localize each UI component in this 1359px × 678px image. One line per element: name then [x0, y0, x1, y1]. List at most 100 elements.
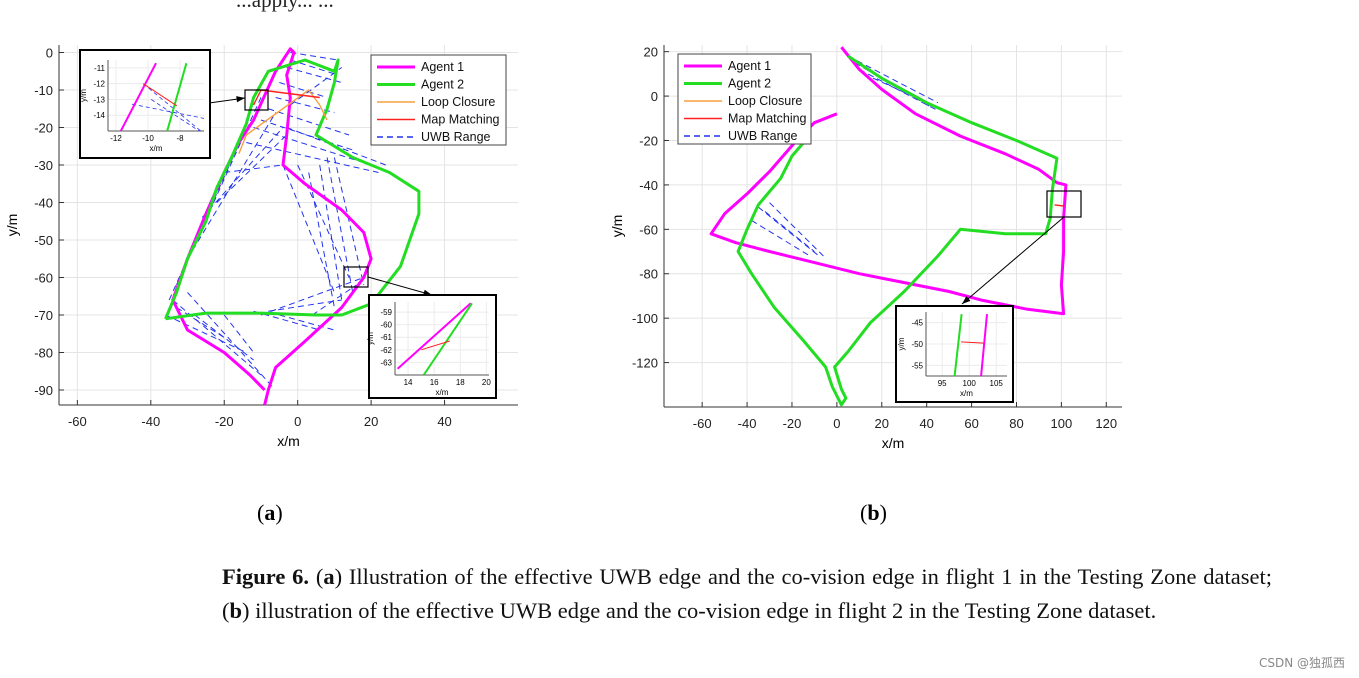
series-agent-2	[164, 58, 421, 321]
inset-x-tick-label: 95	[938, 379, 947, 388]
legend-label: Loop Closure	[728, 94, 802, 108]
inset-series-map-matching	[420, 340, 450, 351]
series-loop-closure	[238, 89, 328, 155]
uwb-range-segment	[268, 108, 350, 136]
inset-x-tick-label: 14	[404, 378, 413, 387]
inset-y-tick-label: -63	[380, 358, 392, 367]
inset-x-tick-label: 20	[482, 378, 491, 387]
y-tick-label: -50	[34, 233, 53, 248]
inset-plot-area	[395, 302, 489, 375]
y-tick-label: -10	[34, 83, 53, 98]
subfigure-label-a: (a)	[257, 500, 283, 525]
zoom-arrow	[961, 216, 1065, 305]
inset-y-label: y/m	[79, 89, 88, 102]
zoom-arrow-head	[236, 96, 245, 103]
inset-x-tick-label: 18	[456, 378, 465, 387]
legend: Agent 1 Agent 2 Loop Closure Map Matching UW…	[370, 54, 507, 146]
zoom-arrow	[367, 276, 433, 296]
y-tick-label: -90	[34, 383, 53, 398]
figure-caption: Figure 6. (a) Illustration of the effect…	[222, 560, 1272, 628]
x-tick-label: -20	[215, 414, 234, 429]
inset-y-tick-label: -62	[380, 346, 392, 355]
y-tick-label: -30	[34, 158, 53, 173]
inset-plot-area	[108, 60, 204, 131]
clipped-top-text: ...apply... ...	[236, 0, 334, 12]
y-tick-label: 20	[644, 45, 658, 60]
inset-series-agent-2	[422, 302, 473, 375]
uwb-range-segment	[260, 277, 364, 316]
inset-series-agent-2	[166, 62, 188, 131]
uwb-range-segment	[201, 127, 284, 218]
inset-x-tick-label: 16	[430, 378, 439, 387]
figure-panels: -60 -40 -20 0 20 400-10-20-30-40-50-60-70-80-…	[4, 45, 1122, 451]
inset-data	[396, 302, 473, 375]
uwb-range-segment	[282, 164, 335, 293]
uwb-range-segment	[268, 299, 342, 312]
series-agent-2	[736, 54, 1059, 407]
uwb-range-segment	[223, 314, 255, 353]
zoom-region-box	[244, 89, 269, 111]
y-tick-label: 0	[651, 89, 658, 104]
uwb-range-segment	[260, 119, 353, 151]
x-tick-label: 80	[1009, 416, 1023, 431]
uwb-range-segment	[216, 134, 288, 203]
y-tick-label: -70	[34, 308, 53, 323]
inset-y-tick-label: -50	[911, 340, 923, 349]
uwb-range-segment	[246, 142, 379, 173]
uwb-range-segment	[769, 202, 824, 257]
inset-uwb-segment	[150, 99, 200, 131]
inset-series-agent-1	[980, 314, 988, 376]
inset-y-tick-label: -59	[380, 308, 392, 317]
inset-0-1: 14 16 18 20 -59 -60 -61 -62 -63 x/m y/m	[343, 266, 497, 399]
y-tick-label: -100	[632, 311, 658, 326]
inset-y-tick-label: -60	[380, 321, 392, 330]
uwb-range-segment	[751, 220, 811, 257]
inset-x-tick-label: 100	[963, 379, 977, 388]
inset-y-tick-label: -12	[93, 80, 105, 89]
inset-x-tick-label: -10	[142, 134, 154, 143]
x-tick-label: -40	[738, 416, 757, 431]
data-layer	[164, 47, 421, 405]
uwb-range-segment	[290, 67, 343, 106]
legend-label: UWB Range	[421, 130, 491, 144]
legend-label: Agent 2	[421, 78, 464, 92]
uwb-range-segment	[290, 52, 339, 61]
uwb-range-segment	[333, 157, 365, 286]
inset-uwb-segment	[131, 103, 204, 119]
x-tick-label: 40	[437, 414, 451, 429]
y-tick-label: -80	[34, 346, 53, 361]
inset-y-tick-label: -55	[911, 361, 923, 370]
inset-x-tick-label: 105	[990, 379, 1004, 388]
uwb-range-segment	[312, 284, 357, 316]
series-map-matching	[1054, 204, 1064, 207]
x-tick-label: -40	[141, 414, 160, 429]
y-axis-label: y/m	[4, 214, 20, 237]
uwb-range-segment	[308, 172, 335, 308]
inset-uwb-segment	[142, 83, 202, 131]
x-tick-label: -60	[693, 416, 712, 431]
inset-y-tick-label: -45	[911, 319, 923, 328]
uwb-range-segment	[847, 55, 939, 104]
uwb-range-segment	[275, 97, 335, 113]
inset-x-tick-label: -8	[176, 134, 184, 143]
x-tick-label: 20	[875, 416, 889, 431]
caption-text: (a) Illustration of the effective UWB ed…	[222, 564, 1272, 623]
y-tick-label: -40	[34, 196, 53, 211]
uwb-range-segment	[326, 157, 354, 293]
inset-1-0: 95 100 105 -45 -50 -55 x/m y/m	[895, 190, 1082, 403]
inset-y-label: y/m	[366, 332, 375, 345]
legend-label: Agent 1	[728, 59, 771, 73]
figure-number: Figure 6.	[222, 564, 310, 589]
watermark: CSDN @独孤西	[1258, 656, 1345, 670]
legend: Agent 1 Agent 2 Loop Closure Map Matching UW…	[677, 53, 812, 145]
y-tick-label: -40	[639, 178, 658, 193]
inset-x-label: x/m	[960, 389, 973, 398]
inset-y-label: y/m	[897, 337, 906, 350]
legend-label: Loop Closure	[421, 95, 495, 109]
legend-label: UWB Range	[728, 129, 798, 143]
y-tick-label: -60	[34, 271, 53, 286]
uwb-range-segment	[757, 206, 820, 257]
legend-box	[370, 54, 507, 146]
uwb-range-segment	[279, 82, 328, 98]
chart-panel-1: -60 -40 -20 0 20 40 60 80 100 120 20 0 -20 -40 -60 -80 -…	[609, 45, 1122, 451]
